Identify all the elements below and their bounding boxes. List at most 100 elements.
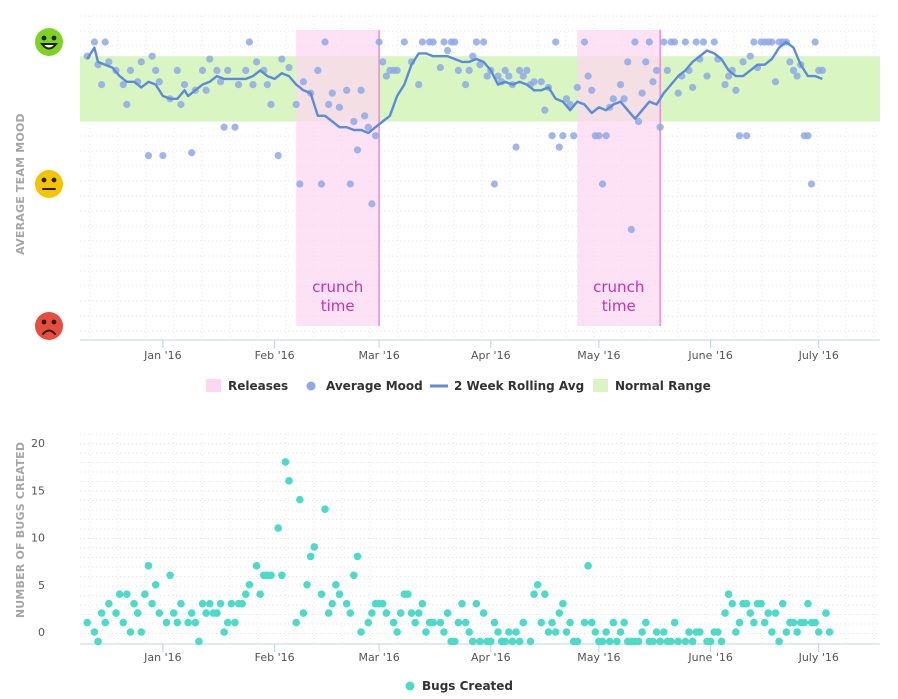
bug-point [404,590,412,598]
bugs-x-tick-label: May '16 [577,651,620,664]
bug-point [822,609,830,617]
bug-point [530,590,538,598]
mood-point [213,66,221,74]
bugs-y-tick-label: 5 [38,579,45,592]
bug-point [515,637,524,646]
mood-point [703,72,711,80]
mood-point [188,149,196,157]
bug-point [613,637,621,646]
mood-point [343,86,351,94]
bug-point [101,618,110,627]
bug-point [195,637,203,646]
bug-point [757,599,765,608]
release-band-label: crunch [593,278,644,296]
mood-point [429,38,437,46]
mood-point [663,66,671,74]
mood-point [692,38,700,46]
bug-point [670,618,679,627]
mood-point [807,180,816,188]
bug-point [512,628,520,636]
bug-point [144,562,153,570]
bug-point [750,618,758,627]
bug-point [407,609,416,617]
bug-point [721,609,729,617]
mood-point [299,78,308,86]
bug-point [714,628,722,636]
mood-point [180,81,189,89]
mood-point [242,66,250,74]
mood-point [350,117,358,126]
bug-point [649,637,657,646]
bug-point [454,618,463,627]
bug-point [184,618,192,627]
release-band [577,30,661,326]
mood-point [177,100,185,109]
bugs-y-tick-label: 0 [38,626,45,639]
bugs-y-axis-title: NUMBER OF BUGS CREATED [14,442,27,618]
release-band-label: crunch [312,278,363,296]
bug-point [335,590,344,598]
bug-point [782,628,791,636]
mood-point [811,38,819,46]
mood-point [638,89,646,97]
legend-label: 2 Week Rolling Avg [454,379,584,393]
mood-point [321,38,329,46]
mood-point [202,86,210,94]
bug-point [115,590,124,598]
mood-legend: Releases Average Mood 2 Week Rolling Avg No… [206,379,711,393]
bugs-x-tick-label: Jan '16 [143,651,181,664]
bug-point [696,628,704,636]
bug-point [238,599,246,608]
bug-point [267,571,275,580]
mood-point [562,95,571,103]
bug-point [169,609,178,617]
bug-point [732,628,740,636]
bug-point [187,609,196,617]
bug-point [245,580,254,589]
bug-point [541,590,549,598]
bugs-grid [80,433,880,644]
bug-point [724,590,733,598]
bug-point [800,618,809,627]
mood-point [480,38,488,46]
bug-point [450,637,459,646]
mood-point [105,58,113,66]
mood-point [602,132,610,140]
mood-point [368,200,376,208]
bug-point [652,628,661,636]
mood-point [490,180,499,188]
bug-point [688,637,697,646]
bugs-axis: Jan '16 Feb '16 Mar '16 Apr '16 May '16 June … [14,437,880,664]
mood-point [328,89,336,97]
mood-x-tick-label: Feb '16 [255,349,295,362]
mood-point [361,112,369,120]
mood-point [364,123,372,131]
happy-face-icon-eye [51,35,57,41]
mood-point [620,95,628,103]
bug-point [123,590,131,598]
mood-point [689,83,697,92]
mood-point [159,152,167,160]
bug-point [746,609,755,617]
neutral-face-icon-face [35,170,63,198]
mood-point [541,106,549,114]
bug-point [573,637,582,646]
mood-point [90,38,99,46]
bug-point [285,477,293,485]
bug-point [252,562,261,570]
bugs-x-tick-label: Feb '16 [255,651,295,664]
bug-point [213,609,221,617]
mood-point [631,38,639,46]
mood-point [588,86,596,94]
mood-x-tick-label: Apr '16 [471,349,511,362]
legend-marker-1 [306,381,316,391]
mood-point [616,81,625,89]
mood-point [231,123,239,131]
bug-point [166,571,174,580]
mood-point [494,72,502,80]
bugs-legend: Bugs Created [405,679,513,693]
bug-point [476,637,484,646]
neutral-face-icon [35,170,63,198]
mood-point [278,55,286,63]
